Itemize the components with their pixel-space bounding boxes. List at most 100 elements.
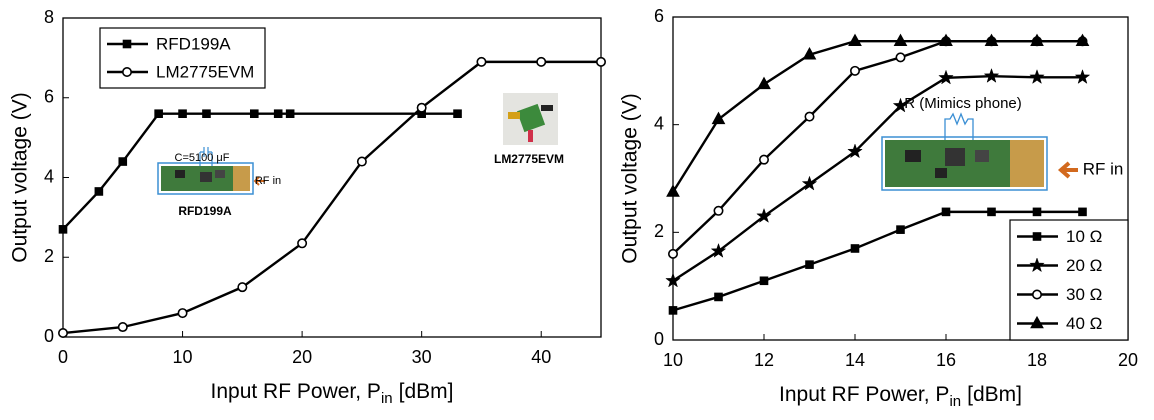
marker: [984, 33, 999, 47]
marker: [938, 69, 954, 85]
legend-label: 40 Ω: [1066, 314, 1102, 333]
marker: [177, 308, 188, 319]
x-tick-label: 10: [173, 347, 193, 367]
series-line: [671, 40, 1083, 193]
y-axis-label: Output voltage (V): [619, 93, 642, 263]
legend-box: [1009, 219, 1129, 341]
series-line: [672, 210, 1083, 312]
annotation: RFD199A: [178, 204, 232, 218]
marker: [711, 111, 726, 125]
marker: [1030, 33, 1044, 47]
marker: [757, 76, 771, 90]
x-axis-label-sub: in: [949, 393, 961, 410]
y-tick-label: 6: [44, 87, 54, 107]
legend-label: RFD199A: [156, 34, 231, 53]
marker: [202, 109, 211, 118]
y-tick-label: 8: [44, 7, 54, 27]
annotation: RF in: [255, 175, 281, 187]
y-tick-label: 0: [44, 326, 54, 346]
plot-frame: [672, 16, 1129, 341]
marker: [476, 56, 487, 67]
x-tick-label: 12: [754, 350, 774, 370]
legend-marker: [1030, 315, 1044, 329]
marker: [1078, 207, 1087, 217]
legend-marker: [122, 39, 132, 49]
annotation: RF in: [1083, 159, 1124, 178]
marker: [453, 109, 462, 118]
x-tick-label: 20: [1118, 350, 1138, 370]
marker: [850, 244, 860, 253]
marker: [713, 205, 724, 216]
marker: [665, 272, 681, 288]
lm2775evm-photo: [503, 93, 558, 145]
annotation: LM2775EVM: [494, 152, 564, 166]
x-axis-label-sub: in: [381, 390, 393, 407]
series-line: [672, 75, 1083, 282]
legend-label: 20 Ω: [1066, 256, 1102, 275]
marker: [714, 292, 723, 302]
marker: [356, 156, 367, 167]
marker: [758, 154, 769, 165]
legend-label: 10 Ω: [1066, 227, 1102, 246]
marker: [667, 248, 678, 259]
marker: [297, 238, 308, 249]
marker: [801, 175, 818, 191]
legend-box: [99, 27, 266, 89]
marker: [668, 306, 678, 315]
y-axis-label: Output voltage (V): [9, 92, 32, 262]
x-tick-label: 20: [292, 347, 312, 367]
marker: [987, 207, 996, 217]
marker: [892, 97, 909, 113]
marker: [1075, 33, 1090, 47]
x-tick-label: 0: [58, 347, 68, 367]
rfd199a-board-photo: [881, 112, 1078, 191]
marker: [710, 242, 727, 258]
marker: [847, 143, 863, 159]
series-line: [62, 112, 458, 231]
annotation: C=5100 μF: [175, 152, 230, 164]
marker: [249, 109, 259, 118]
marker: [848, 33, 862, 47]
marker: [896, 225, 905, 234]
marker: [536, 56, 547, 67]
marker: [285, 109, 295, 118]
marker: [805, 260, 814, 269]
marker: [178, 109, 187, 118]
marker: [595, 56, 606, 67]
legend-marker: [1032, 289, 1043, 300]
marker: [117, 322, 128, 333]
marker: [939, 33, 953, 47]
x-tick-label: 40: [531, 347, 551, 367]
marker: [1029, 69, 1045, 84]
marker: [154, 109, 163, 118]
x-tick-label: 14: [845, 350, 865, 370]
x-tick-label: 18: [1027, 350, 1047, 370]
marker: [237, 282, 248, 293]
marker: [57, 328, 68, 339]
marker: [804, 111, 815, 122]
marker: [1032, 207, 1042, 217]
marker: [94, 187, 104, 196]
rfd199a-photo: [157, 147, 265, 195]
x-tick-label: 10: [663, 350, 683, 370]
x-tick-label: 30: [412, 347, 432, 367]
marker: [416, 102, 427, 113]
legend-label: 30 Ω: [1066, 285, 1102, 304]
marker: [1074, 69, 1091, 84]
marker: [895, 52, 906, 63]
x-tick-label: 16: [936, 350, 956, 370]
x-axis-label: Input RF Power, Pin [dBm]: [779, 383, 1022, 410]
marker: [756, 207, 772, 223]
legend-marker: [1029, 257, 1045, 273]
y-tick-label: 6: [654, 6, 664, 26]
marker: [941, 207, 951, 217]
y-tick-label: 0: [654, 329, 664, 349]
x-axis-label-main: Input RF Power, P: [779, 383, 949, 406]
y-tick-label: 2: [654, 221, 664, 241]
y-tick-label: 4: [654, 113, 664, 133]
marker: [802, 47, 817, 60]
marker: [666, 184, 680, 197]
x-axis-label-unit: [dBm]: [399, 380, 454, 403]
marker: [273, 109, 283, 118]
